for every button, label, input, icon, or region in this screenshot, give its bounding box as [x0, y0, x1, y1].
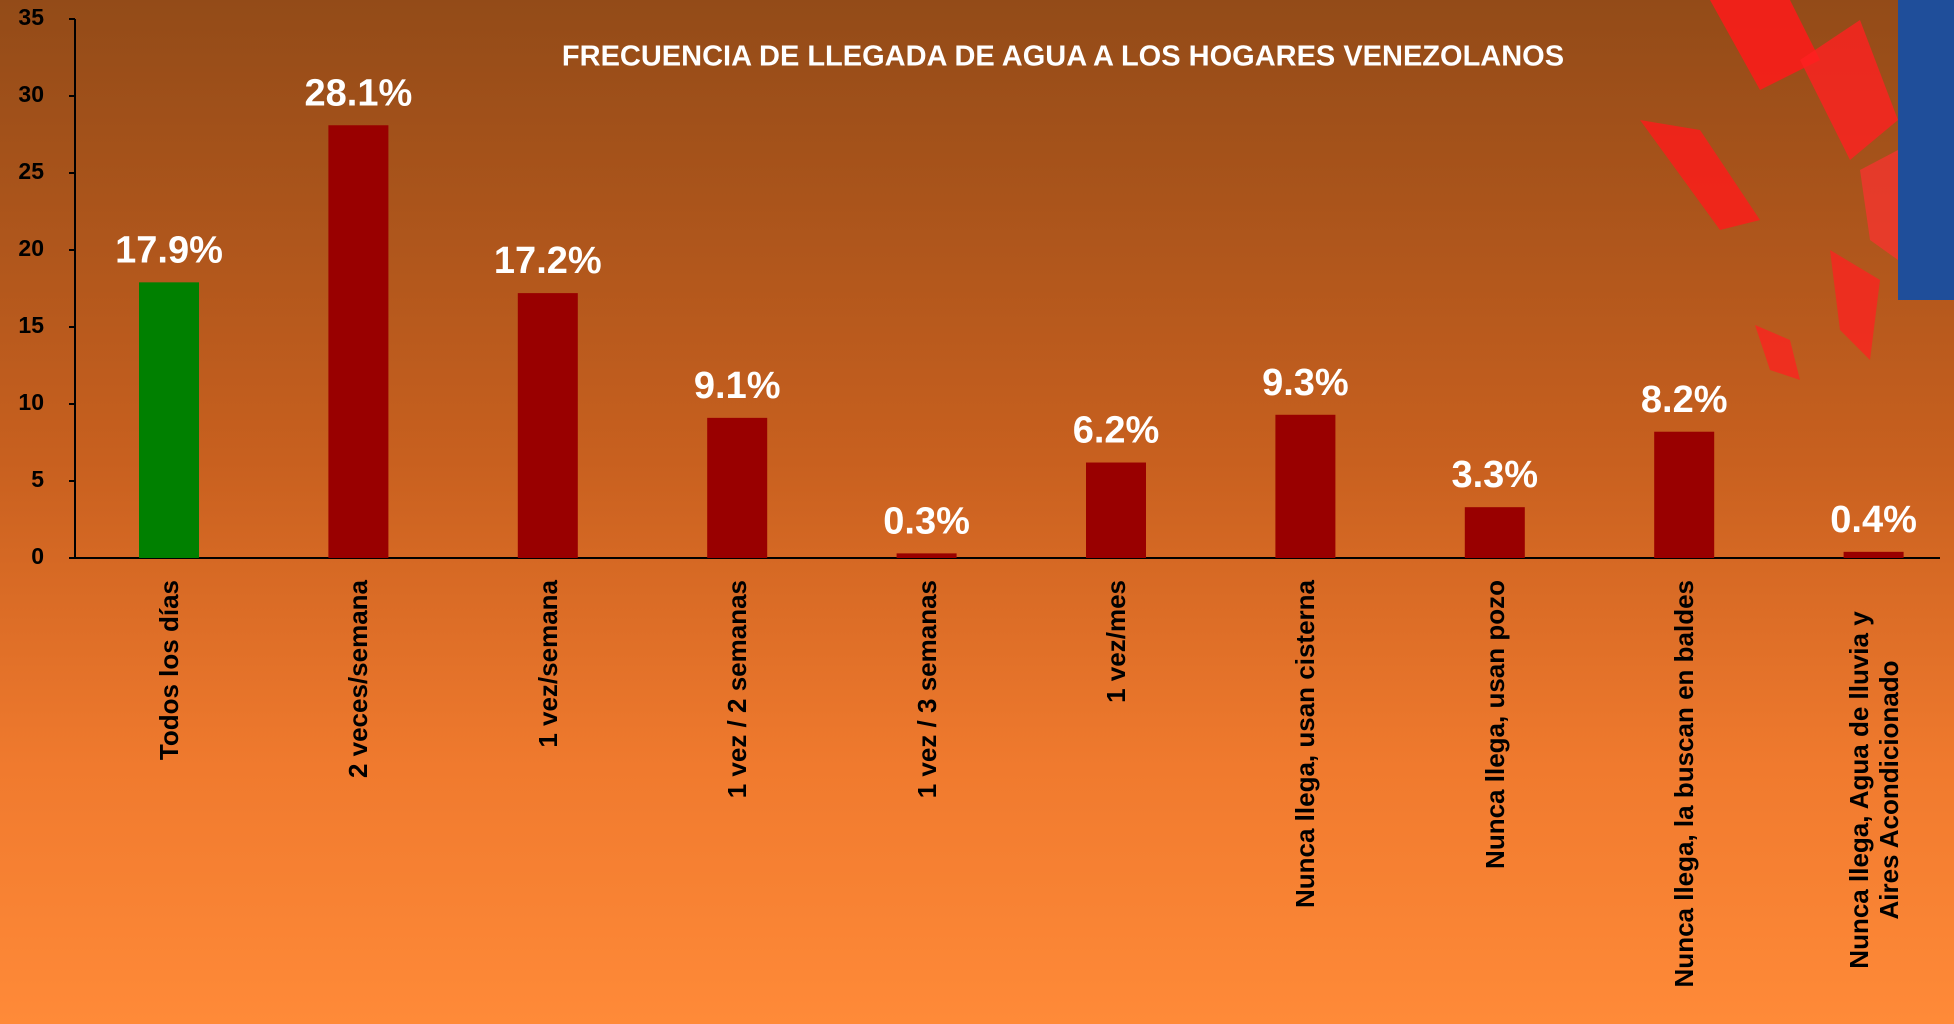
bar	[896, 553, 957, 558]
shape	[1755, 325, 1800, 380]
value-label: 28.1%	[305, 72, 413, 114]
x-tick-label: 1 vez/mes	[1101, 580, 1131, 703]
bar	[1654, 431, 1715, 558]
value-label: 6.2%	[1073, 410, 1160, 452]
value-label: 0.3%	[883, 500, 970, 542]
shape	[1800, 20, 1898, 160]
shape	[1830, 250, 1880, 360]
value-label: 0.4%	[1830, 499, 1917, 541]
x-tick-label: 1 vez/semana	[532, 580, 563, 748]
y-tick-label: 20	[18, 235, 44, 261]
x-tick-label: Todos los días	[154, 580, 184, 761]
y-tick-label: 0	[31, 543, 44, 569]
y-tick-label: 35	[18, 4, 44, 30]
bar	[1275, 414, 1336, 558]
shape	[1860, 150, 1898, 260]
bar	[707, 417, 768, 558]
shape	[1640, 120, 1760, 230]
value-label: 9.3%	[1262, 362, 1349, 404]
bar	[139, 282, 199, 558]
bar	[517, 293, 578, 558]
shape	[1710, 0, 1820, 90]
value-label: 17.9%	[115, 229, 223, 271]
value-label: 9.1%	[694, 365, 781, 407]
value-label: 3.3%	[1451, 454, 1538, 496]
y-tick-label: 10	[18, 389, 44, 415]
x-tick-label: 1 vez / 2 semanas	[722, 580, 753, 799]
bar	[328, 125, 389, 558]
y-tick-label: 25	[18, 158, 44, 184]
decoration	[1640, 0, 1954, 380]
x-tick-label: 2 veces/semana	[343, 580, 374, 779]
chart-title: FRECUENCIA DE LLEGADA DE AGUA A LOS HOGA…	[562, 41, 1564, 73]
y-tick-label: 30	[18, 81, 44, 107]
x-tick-label: 1 vez / 3 semanas	[911, 580, 942, 799]
bar	[1464, 507, 1525, 558]
value-label: 17.2%	[494, 240, 602, 282]
bar	[1086, 462, 1146, 558]
x-tick-label: Nunca llega, Agua de lluvia y Aires Acon…	[1843, 611, 1904, 969]
y-tick-label: 5	[31, 466, 44, 492]
x-tick-label: Nunca llega, usan cisterna	[1290, 580, 1321, 909]
x-tick-label: Nunca llega, usan pozo	[1479, 580, 1510, 869]
y-tick-label: 15	[18, 312, 44, 338]
x-tick-label: Nunca llega, la buscan en baldes	[1669, 580, 1700, 988]
blue-strip	[1898, 0, 1954, 300]
value-label: 8.2%	[1641, 379, 1728, 421]
bar	[1843, 551, 1904, 558]
